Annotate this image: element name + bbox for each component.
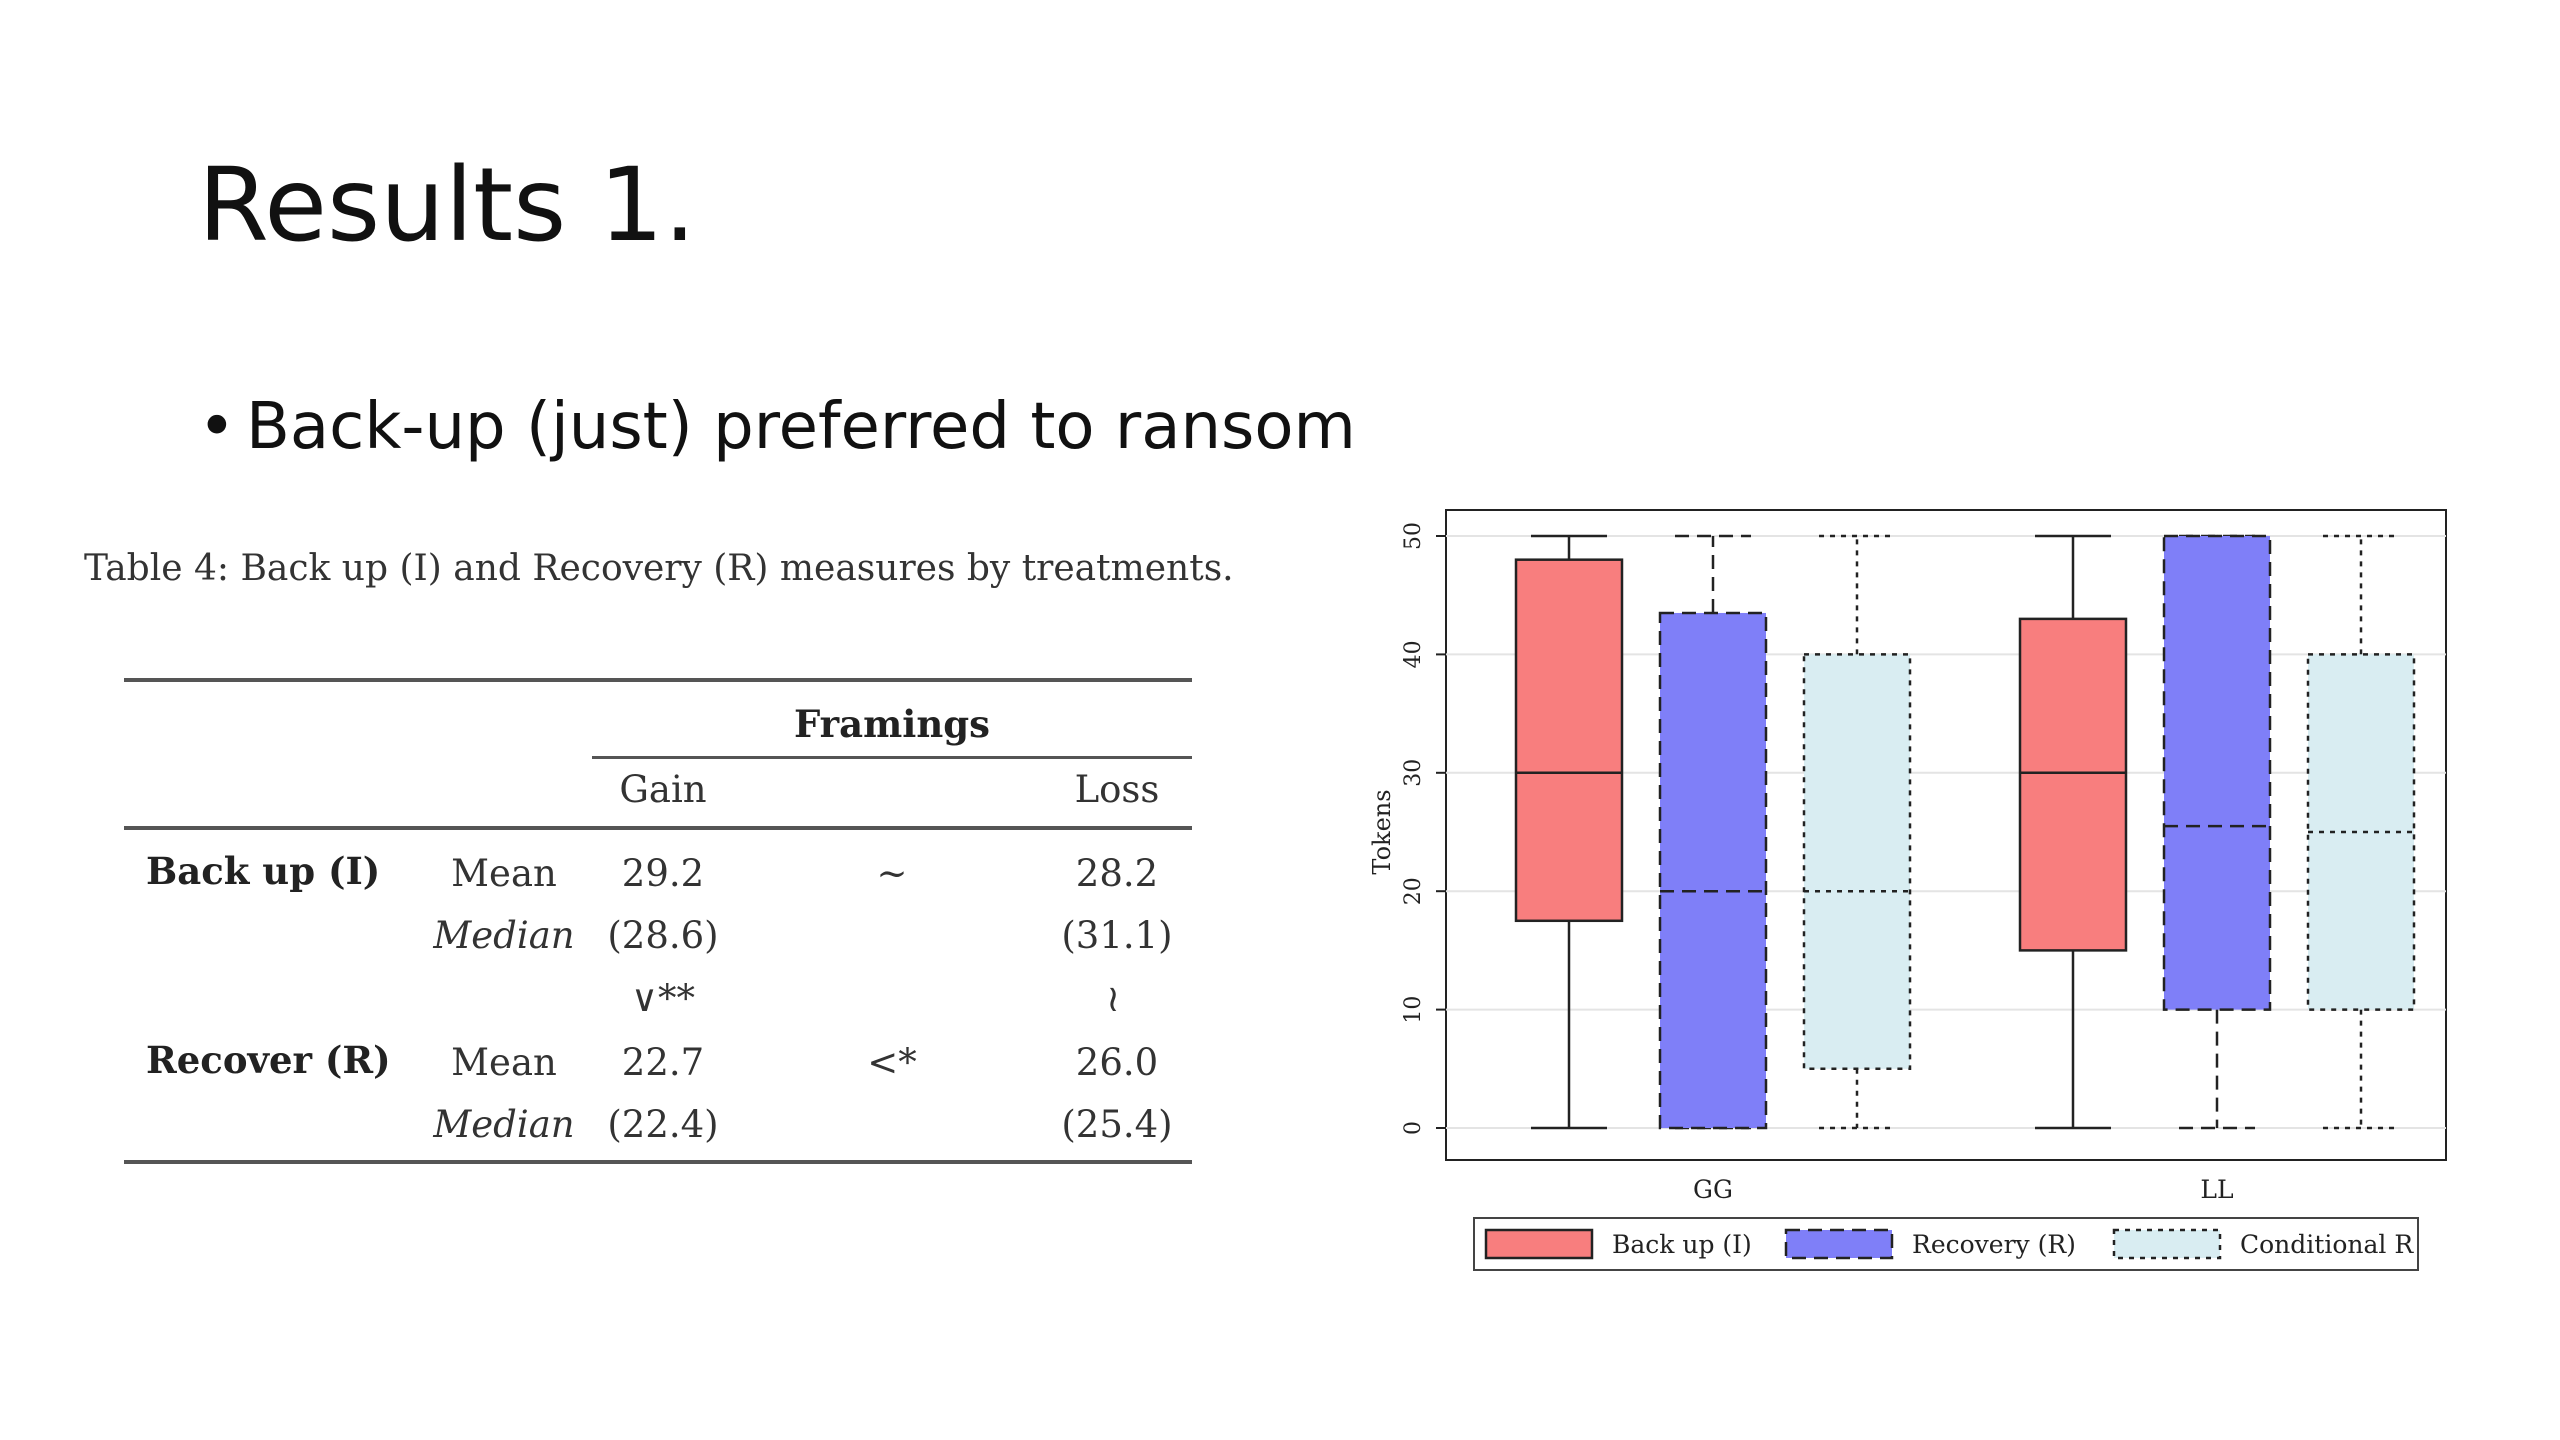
x-category-label: GG (1693, 1175, 1733, 1204)
bullet-item: • Back-up (just) preferred to ransom (198, 390, 1356, 464)
legend-label: Recovery (R) (1912, 1230, 2076, 1259)
legend-swatch (2112, 1228, 2222, 1260)
y-tick-label: 0 (1401, 1121, 1426, 1135)
stat-label: Median (433, 914, 575, 957)
y-axis-label: Tokens (1368, 789, 1396, 874)
bullet-dot-icon: • (198, 390, 236, 464)
row-label-recover: Recover (R) (146, 1038, 391, 1082)
y-tick-label: 30 (1401, 759, 1426, 787)
y-tick-label: 20 (1401, 877, 1426, 905)
table-cell: (25.4) (1061, 1103, 1173, 1146)
relation-symbol: ~ (876, 852, 908, 895)
legend-label: Conditional R (2240, 1230, 2414, 1259)
y-tick-label: 40 (1401, 640, 1426, 668)
box-plot-chart: 0 10 20 30 40 50 Tokens GG LL Back up (I) Recovery… (1368, 509, 2447, 1271)
table-caption: Table 4: Back up (I) and Recovery (R) me… (84, 548, 1234, 589)
legend-box (1473, 1217, 2419, 1271)
table-cell: 26.0 (1075, 1041, 1159, 1084)
legend-swatch (1484, 1228, 1594, 1260)
table-cell: 28.2 (1075, 852, 1159, 895)
x-category-label: LL (2200, 1175, 2233, 1204)
y-tick-label: 50 (1401, 522, 1426, 550)
box-dashed (1658, 611, 1768, 1130)
legend-label: Back up (I) (1612, 1230, 1752, 1259)
table-cell: (31.1) (1061, 914, 1173, 957)
legend-swatch (1784, 1228, 1894, 1260)
group-header-rule (592, 756, 1192, 759)
box-solid (2018, 617, 2128, 952)
column-header-gain: Gain (619, 768, 707, 811)
table-cell: (28.6) (607, 914, 719, 957)
stat-label: Mean (451, 852, 557, 895)
table-cell: 29.2 (621, 852, 705, 895)
box-dashed (2162, 534, 2272, 1011)
relation-symbol: <* (867, 1041, 917, 1084)
table-cell: (22.4) (607, 1103, 719, 1146)
comparison-symbol: ≀ (1106, 977, 1120, 1020)
comparison-symbol: ∨** (630, 977, 696, 1020)
table-cell: 22.7 (621, 1041, 705, 1084)
header-rule (124, 826, 1192, 830)
row-label-backup: Back up (I) (146, 849, 381, 893)
slide-title: Results 1. (198, 146, 697, 265)
bullet-text: Back-up (just) preferred to ransom (246, 390, 1356, 464)
stat-label: Median (433, 1103, 575, 1146)
y-tick-label: 10 (1401, 996, 1426, 1024)
table-bottom-rule (124, 1160, 1192, 1164)
table-top-rule (124, 678, 1192, 682)
box-solid (1514, 558, 1624, 923)
group-header: Framings (794, 702, 990, 746)
box-dotted (1802, 653, 1912, 1071)
stat-label: Mean (451, 1041, 557, 1084)
column-header-loss: Loss (1074, 768, 1160, 811)
